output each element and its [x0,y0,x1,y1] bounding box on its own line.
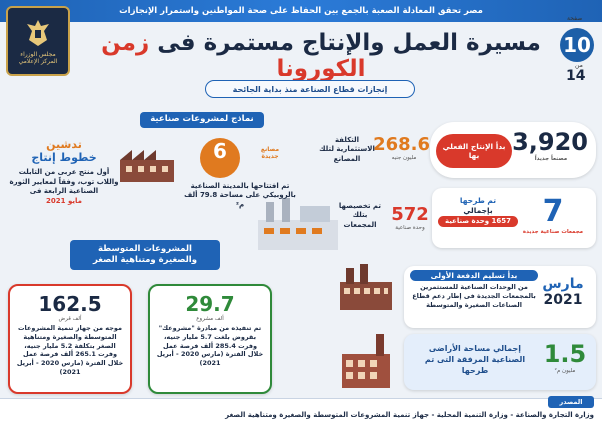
land-unit: مليون م² [554,368,576,374]
factories-unit1: مصانع [260,146,280,153]
production-start-unit: مصنعاً جديداً [534,156,568,162]
models-section-tab: نماذج لمشروعات صناعية [140,112,264,128]
land-label: إجمالي مساحة الأراضى الصناعية المرفقة ال… [424,344,526,375]
complexes-label1: تم طرحها [459,196,497,205]
factory-icon [340,264,392,310]
projects-label: تم تنفيذه من مبادرة "مشروعك" بقروض بلغت … [156,324,264,368]
delivery-year: 2021 [543,292,583,308]
page-title: مسيرة العمل والإنتاج مستمرة فى زمن الكور… [88,30,554,82]
source-tag: المصدر [548,396,594,408]
loans-value: 162.5 [38,292,102,316]
factories-unit2: جديدة [261,153,279,161]
production-lines-label: أول منتج عربى من التابلت واللاب توب، وفق… [9,168,119,196]
loans-card: 162.5 ألف قرض موجه من جهاز تنمية المشروع… [8,284,132,394]
issue-of: من [575,62,583,69]
top-banner-text: مصر تحقق المعادلة الصعبة بالجمع بين الحف… [119,6,483,16]
investment-value: 268.6 [373,134,430,155]
models-tab-label: نماذج لمشروعات صناعية [150,114,254,125]
logo-line1: مجلس الوزراء [20,50,56,58]
top-banner: مصر تحقق المعادلة الصعبة بالجمع بين الحف… [0,0,602,22]
factories-label: تم افتتاحها بالمدينة الصناعية بالروبيكي … [184,182,296,209]
complexes-label3: 1657 وحدة صناعية [438,215,518,227]
title-main: مسيرة العمل والإنتاج مستمرة فى [157,30,541,56]
page-subtitle: إنجازات قطاع الصناعة منذ بداية الجائحة [205,80,415,98]
projects-value: 29.7 [185,292,235,316]
loans-unit: ألف قرض [58,316,82,322]
production-lines-stat: تدشين خطوط إنتاج أول منتج عربى من التابل… [8,138,120,228]
complexes-label2: بإجمالي [463,205,493,215]
factory-icon-small [120,150,174,182]
production-lines-date: مايو 2021 [46,196,82,205]
cabinet-logo: مجلس الوزراء المركز الإعلامي [6,6,70,76]
delivery-label1: بدأ تسليم الدفعة الأولى [410,270,538,281]
sme-section-tab: المشروعات المتوسطة والصغيرة ومتناهية الص… [70,240,220,270]
complexes-unit: مجمعات صناعية جديدة [522,229,584,235]
subtitle-text: إنجازات قطاع الصناعة منذ بداية الجائحة [232,84,388,94]
projects-card: 29.7 ألف مشروع تم تنفيذه من مبادرة "مشرو… [148,284,272,394]
sme-tab-line2: والصغيرة ومتناهية الصغر [92,255,198,265]
factories-badge: 6 [200,138,240,178]
production-start-label: بدأ الإنتاج الفعلي بها [436,134,512,168]
source-bar [0,398,602,425]
production-lines-title1: تدشين [46,138,82,151]
investment-stat: 268.6 مليون جنيه التكلفة الاستثمارية لتل… [318,128,430,174]
projects-unit: ألف مشروع [196,316,224,322]
investment-label: التكلفة الاستثمارية لتلك المصانع [319,136,375,163]
land-card: 1.5 مليون م² إجمالي مساحة الأراضى الصناع… [404,334,596,390]
eagle-icon [27,19,49,46]
investment-unit: مليون جنيه [391,155,417,161]
sme-tab-line1: المشروعات المتوسطة [98,243,192,254]
chimney-building-icon [342,334,390,388]
issue-total: 14 [566,68,586,84]
units-allocated-unit: وحدة صناعية [395,225,425,231]
source-text: وزارة التجارة والصناعة - وزارة التنمية ا… [225,411,594,419]
factories-value: 6 [213,139,227,163]
source-label: المصدر [559,398,583,406]
units-allocated-label: تم تخصيصها بتلك المجمعات [338,202,382,229]
units-allocated-value: 572 [391,204,429,225]
production-start-value: 3,920 [512,128,588,156]
issue-label: صفحة [567,15,583,22]
loans-label: موجه من جهاز تنمية المشروعات المتوسطة وا… [16,324,124,376]
logo-line2: المركز الإعلامي [18,57,58,65]
issue-number: 10 [560,28,594,62]
title-highlight: زمن الكورونا [101,30,366,82]
factories-stat: 6 مصانع جديدة تم افتتاحها بالمدينة الصنا… [180,138,300,228]
industrial-complex-icon [258,198,338,250]
land-value: 1.5 [543,340,587,368]
delivery-card: مارس 2021 بدأ تسليم الدفعة الأولى من الو… [404,266,596,328]
complexes-value: 7 [542,194,564,229]
complexes-card: 7 مجمعات صناعية جديدة تم طرحها بإجمالي 1… [432,188,596,248]
delivery-month: مارس [542,276,584,292]
units-allocated-stat: 572 وحدة صناعية تم تخصيصها بتلك المجمعات [336,198,432,246]
production-lines-title2: خطوط إنتاج [31,151,97,165]
production-start-card: 3,920 مصنعاً جديداً بدأ الإنتاج الفعلي ب… [430,122,596,178]
delivery-label2: من الوحدات الصناعية للمستثمرين بالمجمعات… [412,283,536,309]
